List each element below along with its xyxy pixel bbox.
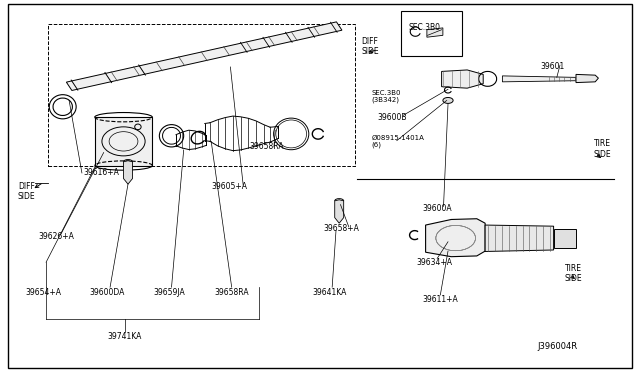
Polygon shape — [67, 22, 342, 90]
Polygon shape — [554, 229, 576, 248]
Text: 39600B: 39600B — [378, 113, 407, 122]
Text: TIRE
SIDE: TIRE SIDE — [564, 264, 582, 283]
Polygon shape — [442, 70, 483, 88]
Text: DIFF
SIDE: DIFF SIDE — [18, 182, 36, 201]
Text: DIFF
SIDE: DIFF SIDE — [362, 37, 380, 56]
Polygon shape — [426, 219, 485, 257]
Text: 39626+A: 39626+A — [38, 232, 74, 241]
Bar — [401, 11, 462, 56]
Text: 39658RA: 39658RA — [214, 288, 249, 296]
Text: SEC.3B0
(3B342): SEC.3B0 (3B342) — [371, 90, 401, 103]
Text: 39741KA: 39741KA — [108, 332, 142, 341]
Polygon shape — [576, 74, 598, 83]
Bar — [48, 24, 355, 166]
Text: Ø08915-1401A
(6): Ø08915-1401A (6) — [371, 135, 424, 148]
Text: 39611+A: 39611+A — [422, 295, 458, 304]
Polygon shape — [335, 200, 344, 223]
Polygon shape — [95, 117, 152, 166]
Text: J396004R: J396004R — [538, 342, 578, 351]
Text: 39634+A: 39634+A — [416, 258, 452, 267]
Polygon shape — [124, 161, 132, 184]
Text: 39658+A: 39658+A — [323, 224, 359, 233]
Text: SEC.3B0: SEC.3B0 — [408, 23, 440, 32]
Circle shape — [443, 97, 453, 103]
Polygon shape — [427, 28, 443, 37]
Polygon shape — [502, 76, 576, 82]
Text: 39659JA: 39659JA — [154, 288, 186, 296]
Text: 39605+A: 39605+A — [211, 182, 247, 190]
Polygon shape — [485, 225, 554, 251]
Text: 39654+A: 39654+A — [26, 288, 61, 296]
Text: 39600A: 39600A — [422, 204, 452, 213]
Text: 39616+A: 39616+A — [83, 169, 119, 177]
Text: TIRE
SIDE: TIRE SIDE — [594, 139, 612, 158]
Text: 39658RA: 39658RA — [250, 142, 284, 151]
Text: 39641KA: 39641KA — [312, 288, 347, 296]
Text: 39601: 39601 — [541, 62, 565, 71]
Text: 39600DA: 39600DA — [90, 288, 125, 296]
